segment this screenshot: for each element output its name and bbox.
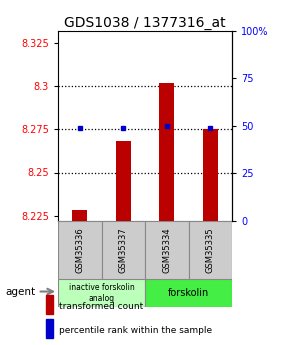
Bar [58, 279, 145, 307]
Bar [145, 221, 188, 279]
Bar [203, 129, 218, 221]
Bar [58, 221, 102, 279]
Bar [145, 279, 232, 307]
Bar [116, 141, 131, 221]
Text: percentile rank within the sample: percentile rank within the sample [59, 326, 212, 335]
Text: GSM35334: GSM35334 [162, 227, 171, 273]
Text: GSM35337: GSM35337 [119, 227, 128, 273]
Title: GDS1038 / 1377316_at: GDS1038 / 1377316_at [64, 16, 226, 30]
Bar [72, 210, 87, 221]
Text: GSM35335: GSM35335 [206, 227, 215, 273]
Text: forskolin: forskolin [168, 288, 209, 298]
Text: inactive forskolin
analog: inactive forskolin analog [69, 283, 134, 303]
Bar [188, 221, 232, 279]
Bar [102, 221, 145, 279]
Text: agent: agent [6, 287, 36, 296]
Text: transformed count: transformed count [59, 302, 143, 311]
Text: GSM35336: GSM35336 [75, 227, 84, 273]
Bar [159, 83, 174, 221]
